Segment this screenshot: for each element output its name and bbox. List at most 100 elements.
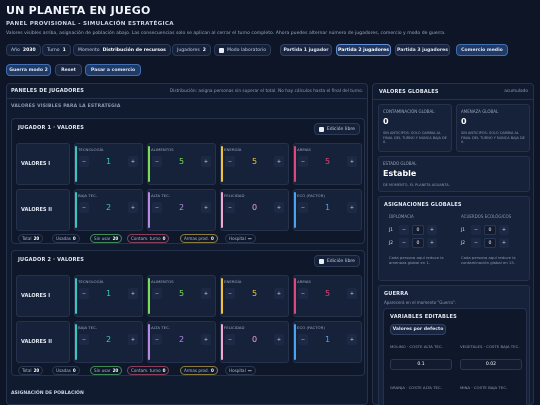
stat-badge: Usadas 0 [52, 366, 80, 375]
resource-value[interactable]: 0 [251, 203, 258, 212]
minus-icon[interactable]: − [298, 288, 308, 299]
free-edit-toggle[interactable]: Edición libre [313, 255, 360, 267]
plus-icon[interactable]: + [347, 334, 357, 345]
minus-icon[interactable]: − [225, 156, 235, 167]
resource-value[interactable]: 5 [251, 289, 258, 298]
plus-icon[interactable]: + [201, 334, 211, 345]
resource-value[interactable]: 1 [324, 335, 331, 344]
plus-icon[interactable]: + [128, 156, 138, 167]
minus-icon[interactable]: − [152, 288, 162, 299]
defaults-button[interactable]: Valores por defecto [390, 324, 446, 335]
stat-badge: Total 20 [18, 366, 44, 375]
resource-value[interactable]: 1 [105, 157, 112, 166]
eco-j1-stepper[interactable]: −0 + [471, 225, 509, 235]
game-1p-button[interactable]: Partida 1 jugador [280, 44, 332, 56]
mill-cost-input[interactable]: 0.1 [390, 359, 452, 370]
minus-icon[interactable]: − [79, 288, 89, 299]
minus-icon[interactable]: − [225, 202, 235, 213]
color-bar [294, 324, 296, 360]
resource-stepper[interactable]: − 1 + [79, 155, 138, 168]
players-panel-hint: Distribución: asigna personas sin supera… [169, 89, 363, 94]
resource-value[interactable]: 1 [105, 289, 112, 298]
plus-icon[interactable]: + [347, 202, 357, 213]
resource-value[interactable]: 2 [178, 203, 185, 212]
minus-icon[interactable]: − [152, 334, 162, 345]
free-edit-toggle[interactable]: Edición libre [313, 123, 360, 135]
veg-cost-input[interactable]: 0.02 [460, 359, 522, 370]
resource-stepper[interactable]: − 5 + [152, 155, 211, 168]
resource-value[interactable]: 0 [251, 335, 258, 344]
resource-stepper[interactable]: − 1 + [298, 333, 357, 346]
minus-icon[interactable]: − [79, 202, 89, 213]
resource-value[interactable]: 5 [178, 289, 185, 298]
resource-value[interactable]: 2 [178, 335, 185, 344]
eco-j2-stepper[interactable]: −0 + [471, 238, 509, 248]
minus-icon[interactable]: − [79, 334, 89, 345]
go-commerce-button[interactable]: Pasar a comercio [85, 64, 141, 76]
plus-icon[interactable]: + [128, 288, 138, 299]
resource-value[interactable]: 5 [324, 289, 331, 298]
resource-label: ALIMENTOS [151, 147, 174, 152]
minus-icon[interactable]: − [225, 288, 235, 299]
stat-badge: Sin usar 20 [90, 234, 123, 243]
resource-stepper[interactable]: − 2 + [79, 201, 138, 214]
plus-icon[interactable]: + [201, 156, 211, 167]
threat-desc: SIN ANTICIPOS: SOLO CAMBIA AL FINAL DEL … [461, 131, 525, 144]
plus-icon[interactable]: + [128, 334, 138, 345]
checkbox-icon[interactable] [219, 47, 224, 53]
plus-icon[interactable]: + [274, 156, 284, 167]
plus-icon[interactable]: + [201, 202, 211, 213]
global-panel: VALORES GLOBALES acumulado CONTAMINACIÓN… [372, 83, 534, 405]
plus-icon[interactable]: + [274, 202, 284, 213]
plus-icon[interactable]: + [347, 288, 357, 299]
plus-icon[interactable]: + [274, 288, 284, 299]
resource-stepper[interactable]: − 2 + [79, 333, 138, 346]
minus-icon[interactable]: − [298, 334, 308, 345]
color-bar [221, 192, 223, 228]
lab-mode-toggle[interactable]: Modo laboratorio [214, 44, 272, 56]
stat-badge: Contam. turno 0 [127, 366, 170, 375]
resource-stepper[interactable]: − 1 + [79, 287, 138, 300]
row-label: VALORES II [21, 339, 52, 345]
resource-stepper[interactable]: − 5 + [298, 287, 357, 300]
color-bar [294, 192, 296, 228]
minus-icon[interactable]: − [152, 156, 162, 167]
resource-stepper[interactable]: − 2 + [152, 333, 211, 346]
app-description: Valores visibles arriba, asignación de p… [6, 31, 446, 36]
minus-icon[interactable]: − [225, 334, 235, 345]
resource-stepper[interactable]: − 1 + [298, 201, 357, 214]
resource-stepper[interactable]: − 0 + [225, 201, 284, 214]
resource-stepper[interactable]: − 5 + [298, 155, 357, 168]
resource-stepper[interactable]: − 2 + [152, 201, 211, 214]
game-2p-button[interactable]: Partida 2 jugadores [336, 44, 391, 56]
commerce-medium-button[interactable]: Comercio medio [456, 44, 508, 56]
war-title: GUERRA [384, 291, 409, 297]
resource-value[interactable]: 5 [324, 157, 331, 166]
resource-value[interactable]: 1 [324, 203, 331, 212]
minus-icon[interactable]: − [152, 202, 162, 213]
war-mode-button[interactable]: Guerra modo 2 [6, 64, 51, 76]
plus-icon[interactable]: + [274, 334, 284, 345]
plus-icon[interactable]: + [201, 288, 211, 299]
minus-icon[interactable]: − [79, 156, 89, 167]
resource-stepper[interactable]: − 5 + [152, 287, 211, 300]
minus-icon[interactable]: − [298, 202, 308, 213]
checkbox-icon[interactable] [318, 258, 324, 264]
resource-value[interactable]: 5 [178, 157, 185, 166]
game-3p-button[interactable]: Partida 3 jugadores [395, 44, 450, 56]
minus-icon[interactable]: − [298, 156, 308, 167]
resource-stepper[interactable]: − 5 + [225, 287, 284, 300]
checkbox-icon[interactable] [318, 126, 324, 132]
resource-stepper[interactable]: − 0 + [225, 333, 284, 346]
diplomacy-j1-stepper[interactable]: −0 + [399, 225, 437, 235]
resource-value[interactable]: 2 [105, 203, 112, 212]
player-1-card: JUGADOR 1 · VALORES Edición libre VALORE… [11, 118, 365, 244]
diplomacy-j2-stepper[interactable]: −0 + [399, 238, 437, 248]
plus-icon[interactable]: + [347, 156, 357, 167]
resource-value[interactable]: 5 [251, 157, 258, 166]
diplomacy-note: Cada persona aquí reduce la amenaza glob… [389, 255, 444, 265]
reset-button[interactable]: Reset [55, 64, 82, 76]
resource-stepper[interactable]: − 5 + [225, 155, 284, 168]
resource-value[interactable]: 2 [105, 335, 112, 344]
plus-icon[interactable]: + [128, 202, 138, 213]
